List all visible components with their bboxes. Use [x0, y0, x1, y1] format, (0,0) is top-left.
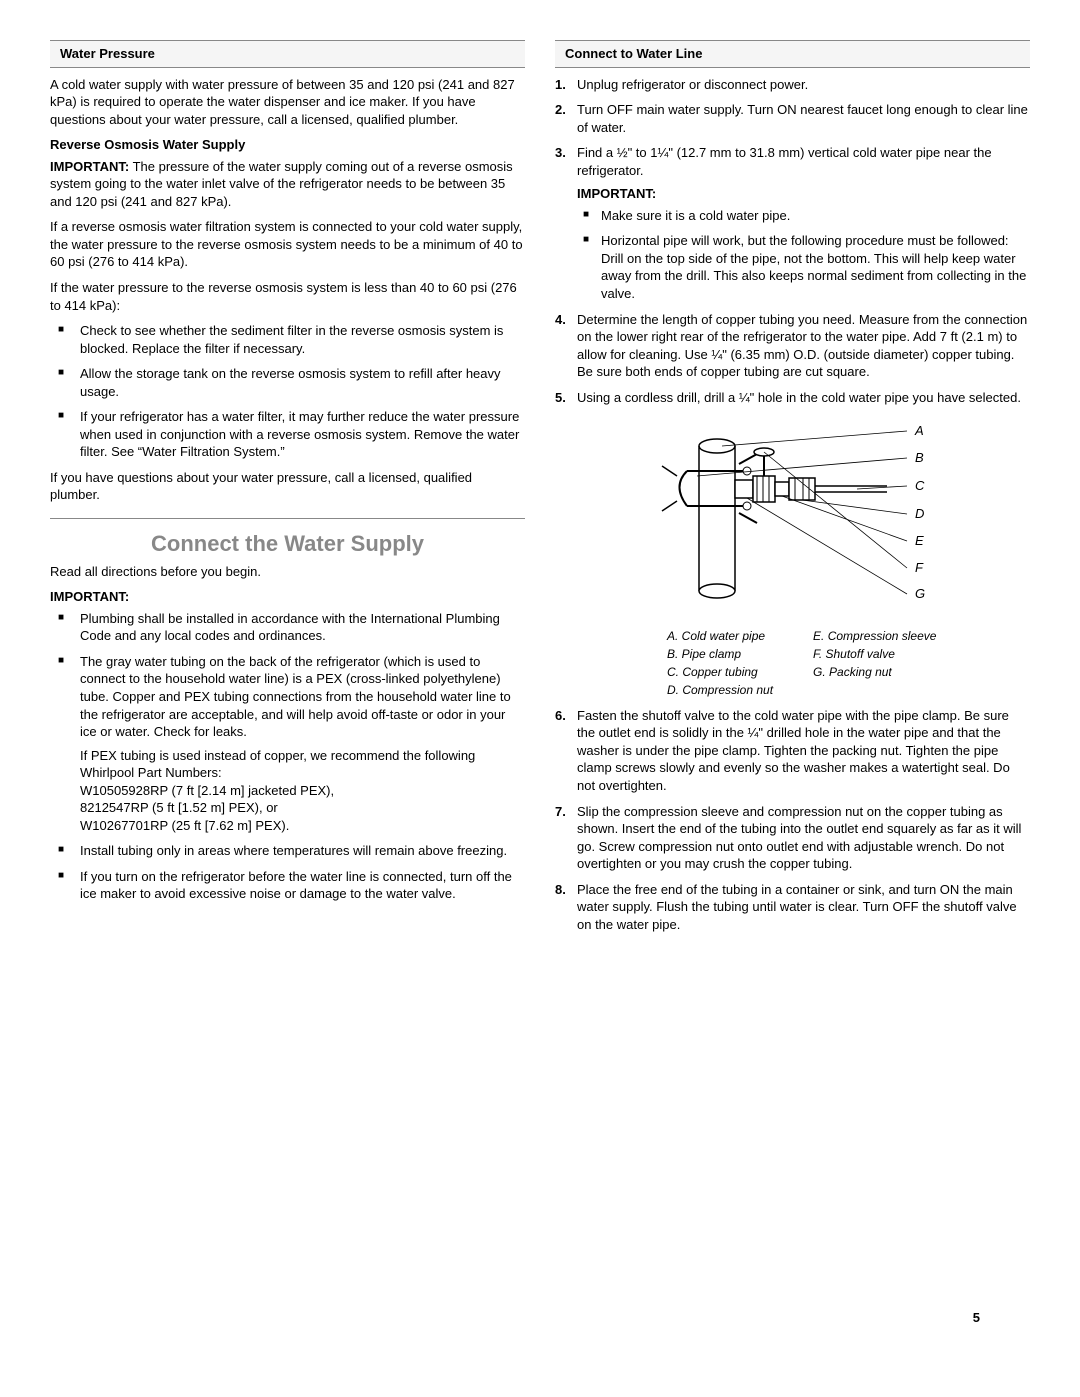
important-list: Plumbing shall be installed in accordanc… — [50, 610, 525, 903]
water-pressure-intro: A cold water supply with water pressure … — [50, 76, 525, 129]
diagram-label-g: G — [915, 586, 925, 601]
legend-item: A. Cold water pipe — [667, 627, 773, 645]
list-item: If your refrigerator has a water filter,… — [68, 408, 525, 461]
ro-questions-para: If you have questions about your water p… — [50, 469, 525, 504]
list-item: Plumbing shall be installed in accordanc… — [68, 610, 525, 645]
page-number: 5 — [973, 1309, 980, 1327]
header-text: Connect to Water Line — [555, 45, 1030, 63]
list-item: Check to see whether the sediment filter… — [68, 322, 525, 357]
list-item: Install tubing only in areas where tempe… — [68, 842, 525, 860]
diagram-legend: A. Cold water pipe B. Pipe clamp C. Copp… — [667, 627, 1030, 699]
important-label: IMPORTANT: — [50, 159, 129, 174]
page: Water Pressure A cold water supply with … — [50, 40, 1030, 1357]
legend-item: E. Compression sleeve — [813, 627, 936, 645]
list-item: Allow the storage tank on the reverse os… — [68, 365, 525, 400]
ro-lessthan-para: If the water pressure to the reverse osm… — [50, 279, 525, 314]
step-1: Unplug refrigerator or disconnect power. — [555, 76, 1030, 94]
step-3: Find a ½" to 1¼" (12.7 mm to 31.8 mm) ve… — [555, 144, 1030, 302]
legend-item: D. Compression nut — [667, 681, 773, 699]
list-item: Make sure it is a cold water pipe. — [591, 207, 1030, 225]
ro-important-para: IMPORTANT: The pressure of the water sup… — [50, 158, 525, 211]
legend-item: G. Packing nut — [813, 663, 936, 681]
diagram-label-f: F — [915, 560, 924, 575]
valve-diagram-svg: A B C D E F G — [607, 416, 1007, 616]
diagram-label-e: E — [915, 533, 924, 548]
list-item: Horizontal pipe will work, but the follo… — [591, 232, 1030, 302]
water-pressure-header: Water Pressure — [50, 40, 525, 68]
legend-col-2: E. Compression sleeve F. Shutoff valve G… — [813, 627, 936, 699]
list-item: If you turn on the refrigerator before t… — [68, 868, 525, 903]
step-5-text: Using a cordless drill, drill a ¼" hole … — [577, 390, 1021, 405]
step-3-important-label: IMPORTANT: — [577, 185, 1030, 203]
legend-item: C. Copper tubing — [667, 663, 773, 681]
diagram-label-d: D — [915, 506, 924, 521]
step-8: Place the free end of the tubing in a co… — [555, 881, 1030, 934]
ro-check-list: Check to see whether the sediment filter… — [50, 322, 525, 461]
important-label-2: IMPORTANT: — [50, 588, 525, 606]
right-column: Connect to Water Line Unplug refrigerato… — [555, 40, 1030, 941]
legend-item: F. Shutoff valve — [813, 645, 936, 663]
legend-item: B. Pipe clamp — [667, 645, 773, 663]
pex-parts: If PEX tubing is used instead of copper,… — [80, 747, 525, 835]
step-2: Turn OFF main water supply. Turn ON near… — [555, 101, 1030, 136]
left-column: Water Pressure A cold water supply with … — [50, 40, 525, 941]
diagram-label-c: C — [915, 478, 925, 493]
list-item: The gray water tubing on the back of the… — [68, 653, 525, 834]
read-directions: Read all directions before you begin. — [50, 563, 525, 581]
pex-text: The gray water tubing on the back of the… — [80, 654, 511, 739]
valve-diagram: A B C D E F G A. Cold water pipe B. Pipe… — [607, 416, 1030, 699]
legend-col-1: A. Cold water pipe B. Pipe clamp C. Copp… — [667, 627, 773, 699]
diagram-label-a: A — [914, 423, 924, 438]
step-3-text: Find a ½" to 1¼" (12.7 mm to 31.8 mm) ve… — [577, 145, 992, 178]
step-6: Fasten the shutoff valve to the cold wat… — [555, 707, 1030, 795]
step-5: Using a cordless drill, drill a ¼" hole … — [555, 389, 1030, 699]
connect-water-line-header: Connect to Water Line — [555, 40, 1030, 68]
connect-steps: Unplug refrigerator or disconnect power.… — [555, 76, 1030, 934]
step-3-notes: Make sure it is a cold water pipe. Horiz… — [577, 207, 1030, 303]
step-7: Slip the compression sleeve and compress… — [555, 803, 1030, 873]
diagram-label-b: B — [915, 450, 924, 465]
header-text: Water Pressure — [50, 45, 525, 63]
ro-pressure-para: If a reverse osmosis water filtration sy… — [50, 218, 525, 271]
reverse-osmosis-heading: Reverse Osmosis Water Supply — [50, 136, 525, 154]
two-column-layout: Water Pressure A cold water supply with … — [50, 40, 1030, 941]
connect-water-supply-title: Connect the Water Supply — [50, 518, 525, 559]
step-4: Determine the length of copper tubing yo… — [555, 311, 1030, 381]
